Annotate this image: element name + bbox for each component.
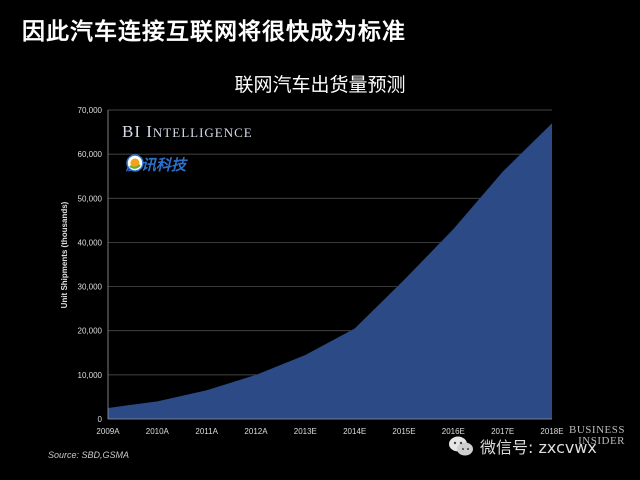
y-tick-label: 0 bbox=[98, 415, 103, 424]
y-axis-label: Unit Shipments (thousands) bbox=[60, 201, 69, 308]
x-tick-label: 2015E bbox=[392, 427, 415, 436]
business-insider-logo: BUSINESS INSIDER bbox=[569, 424, 625, 447]
y-tick-label: 20,000 bbox=[78, 327, 103, 336]
axes bbox=[107, 110, 552, 420]
y-tick-label: 30,000 bbox=[78, 283, 103, 292]
wechat-id: 微信号: zxcvwx bbox=[448, 434, 597, 458]
x-tick-label: 2016E bbox=[442, 427, 465, 436]
wechat-icon bbox=[449, 436, 473, 456]
x-tick-label: 2011A bbox=[195, 427, 218, 436]
x-tick-label: 2014E bbox=[343, 427, 366, 436]
x-tick-label: 2012A bbox=[244, 427, 268, 436]
y-tick-labels: 0 10,000 20,000 30,000 40,000 50,000 60,000 70,… bbox=[78, 106, 103, 424]
x-tick-label: 2009A bbox=[96, 427, 120, 436]
chart-title: 联网汽车出货量预测 bbox=[234, 74, 406, 96]
y-tick-label: 10,000 bbox=[78, 371, 103, 380]
slide-title: 因此汽车连接互联网将很快成为标准 bbox=[22, 19, 406, 45]
y-tick-label: 70,000 bbox=[78, 106, 103, 115]
source-note: Source: SBD,GSMA bbox=[48, 450, 130, 460]
y-tick-label: 50,000 bbox=[78, 194, 103, 203]
tencent-icon bbox=[126, 154, 144, 172]
series-area bbox=[108, 123, 552, 419]
y-tick-label: 40,000 bbox=[78, 238, 103, 247]
x-tick-label: 2018E bbox=[540, 427, 563, 436]
x-tick-label: 2013E bbox=[294, 427, 317, 436]
tencent-tech-logo: 腾讯科技 bbox=[126, 154, 187, 174]
x-tick-labels: 2009A 2010A 2011A 2012A 2013E 2014E 2015E 2016E… bbox=[96, 427, 563, 436]
y-tick-label: 60,000 bbox=[78, 150, 103, 159]
bi-intelligence-logo: BI INTELLIGENCE bbox=[122, 122, 253, 141]
x-tick-label: 2017E bbox=[491, 427, 514, 436]
x-tick-label: 2010A bbox=[146, 427, 170, 436]
